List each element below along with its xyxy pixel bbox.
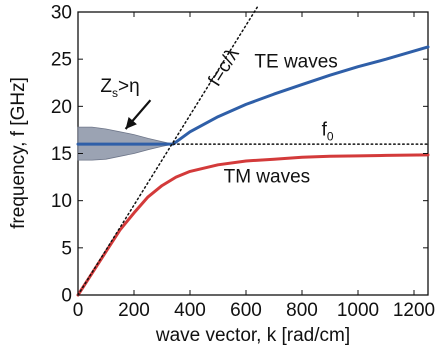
y-tick-label: 15 bbox=[51, 144, 72, 165]
annotation-3: f=c/λ bbox=[204, 44, 244, 90]
y-tick-label: 10 bbox=[51, 191, 72, 212]
y-tick-label: 0 bbox=[61, 286, 72, 307]
annotation-1: TM waves bbox=[224, 167, 311, 188]
x-tick-label: 200 bbox=[118, 300, 150, 321]
y-tick-label: 30 bbox=[51, 3, 72, 24]
x-tick-label: 0 bbox=[73, 300, 84, 321]
series-line-0 bbox=[76, 45, 430, 146]
x-tick-label: 400 bbox=[174, 300, 206, 321]
y-tick-label: 25 bbox=[51, 50, 72, 71]
series-layer bbox=[76, 6, 430, 297]
x-tick-label: 600 bbox=[230, 300, 262, 321]
x-tick-label: 1000 bbox=[337, 300, 379, 321]
x-axis-label: wave vector, k [rad/cm] bbox=[155, 325, 350, 346]
y-axis-label: frequency, f [GHz] bbox=[8, 77, 29, 229]
tick-layer: 0 200 400 600 800 1000 1200 0 5 10 15 20 25 30 bbox=[51, 3, 435, 322]
annotation-2: f0 bbox=[322, 120, 334, 144]
annotation-0: TE waves bbox=[254, 52, 337, 73]
y-tick-label: 20 bbox=[51, 97, 72, 118]
x-tick-label: 800 bbox=[286, 300, 318, 321]
series-line-1 bbox=[76, 153, 430, 297]
annotation-4: Zs>η bbox=[100, 76, 139, 100]
y-tick-label: 5 bbox=[61, 238, 72, 259]
plot-area: 0 200 400 600 800 1000 1200 0 5 10 15 20 25 30 TE wav… bbox=[51, 3, 435, 322]
x-tick-label: 1200 bbox=[393, 300, 435, 321]
annotation-arrow-head bbox=[125, 117, 137, 129]
